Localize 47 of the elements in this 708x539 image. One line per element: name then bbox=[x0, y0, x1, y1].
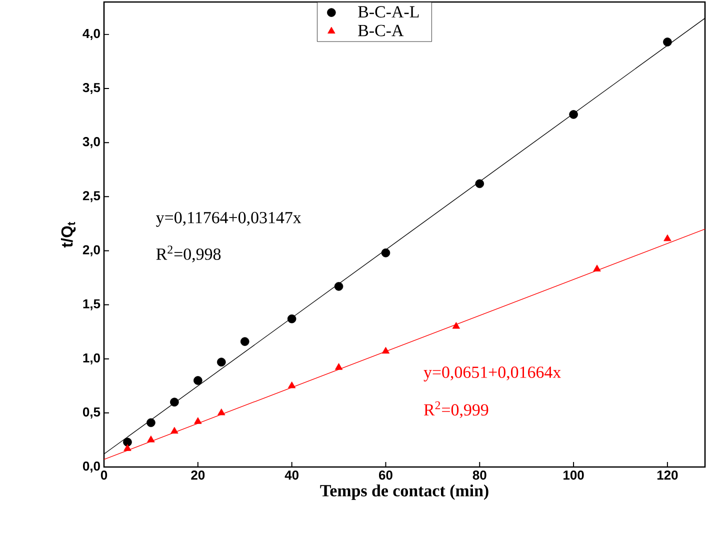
x-axis-title: Temps de contact (min) bbox=[320, 484, 488, 500]
point bbox=[170, 426, 178, 434]
x-tick-label: 60 bbox=[378, 470, 392, 480]
point bbox=[240, 337, 250, 346]
annotation: y=0,11764+0,03147x bbox=[156, 212, 302, 227]
point bbox=[288, 381, 296, 388]
point bbox=[287, 314, 296, 324]
point bbox=[216, 358, 226, 367]
point bbox=[475, 179, 484, 188]
point bbox=[123, 438, 132, 447]
y-tick-label: 4,0 bbox=[82, 28, 100, 40]
annotation: y=0,0651+0,01664x bbox=[424, 366, 561, 382]
point bbox=[381, 248, 390, 258]
y-tick-label: 1,5 bbox=[83, 299, 100, 310]
point bbox=[124, 444, 132, 451]
legend-label: B-C-A bbox=[358, 24, 404, 36]
x-tick-label: 20 bbox=[191, 470, 205, 480]
point bbox=[194, 376, 202, 385]
y-tick-label: 3,0 bbox=[82, 137, 100, 148]
point bbox=[170, 398, 179, 407]
y-tick-label: 2,5 bbox=[82, 191, 100, 202]
x-tick-label: 0 bbox=[100, 470, 108, 480]
point bbox=[663, 38, 672, 46]
y-axis-title: t/Q$_{t}$ bbox=[60, 222, 76, 248]
x-tick-label: 40 bbox=[284, 470, 298, 480]
y-tick-label: 3,5 bbox=[82, 82, 100, 94]
point bbox=[218, 408, 226, 416]
point bbox=[334, 363, 343, 370]
annotation: R$^{2}$=0,998 bbox=[156, 246, 221, 262]
point bbox=[593, 264, 601, 272]
point bbox=[194, 417, 202, 424]
y-tick-label: 1,0 bbox=[83, 353, 100, 364]
point bbox=[664, 234, 672, 242]
x-tick-label: 100 bbox=[564, 470, 584, 480]
y-tick-label: 2,0 bbox=[82, 245, 100, 256]
point bbox=[569, 110, 578, 119]
point bbox=[147, 436, 155, 442]
y-tick-label: 0,5 bbox=[82, 407, 100, 418]
point bbox=[334, 282, 344, 291]
annotation: R$^{2}$=0,999 bbox=[424, 401, 488, 418]
point bbox=[382, 346, 390, 354]
legend-label: B-C-A-L bbox=[358, 6, 419, 18]
point bbox=[146, 418, 156, 428]
point bbox=[452, 322, 460, 329]
x-tick-label: 120 bbox=[657, 470, 678, 480]
y-tick-label: 0,0 bbox=[82, 461, 100, 473]
x-tick-label: 80 bbox=[472, 470, 486, 480]
